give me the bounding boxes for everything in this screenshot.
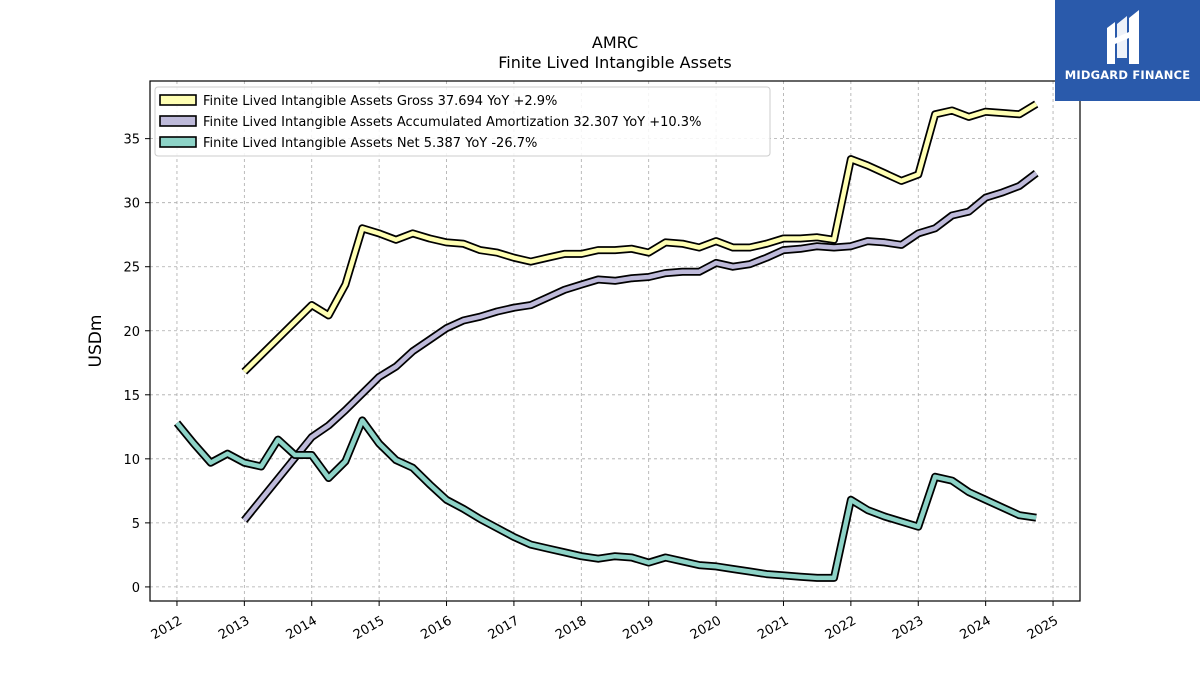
y-axis: 0 5 10 15 20 25 30 35 [123, 133, 150, 596]
series-layer [173, 100, 1039, 582]
x-tick-label: 2016 [418, 613, 454, 643]
x-tick-label: 2018 [553, 613, 589, 643]
x-tick-label: 2014 [284, 613, 320, 643]
x-tick-label: 2017 [486, 613, 522, 643]
logo-mark-icon [1107, 10, 1139, 64]
legend-label-1: Finite Lived Intangible Assets Accumulat… [203, 115, 701, 130]
legend-swatch-2 [159, 136, 197, 148]
series-1-line [242, 171, 1038, 522]
y-axis-label: USDm [86, 315, 106, 368]
logo-text: MIDGARD FINANCE [1064, 68, 1191, 82]
legend-label-0: Finite Lived Intangible Assets Gross 37.… [203, 94, 557, 109]
legend-box [154, 86, 771, 157]
y-tick-label: 35 [123, 133, 140, 148]
y-tick-label: 15 [123, 389, 140, 404]
x-tick-label: 2012 [149, 613, 185, 643]
x-tick-label: 2015 [351, 613, 387, 643]
legend-swatch-0 [159, 94, 197, 106]
x-tick-label: 2020 [688, 613, 724, 643]
chart-title: AMRC [592, 33, 638, 52]
legend-label-2: Finite Lived Intangible Assets Net 5.387… [203, 136, 537, 151]
x-axis: 2012 2013 2014 2015 2016 2017 2018 2019 2020 2021… [149, 601, 1061, 643]
y-tick-label: 20 [123, 325, 140, 340]
x-tick-label: 2013 [216, 613, 252, 643]
legend: Finite Lived Intangible Assets Gross 37.… [154, 86, 771, 157]
y-tick-label: 25 [123, 261, 140, 276]
grid [150, 81, 1080, 601]
y-tick-label: 5 [132, 517, 140, 532]
x-tick-label: 2025 [1025, 613, 1061, 643]
legend-swatch-1 [159, 115, 197, 127]
x-tick-label: 2021 [755, 613, 791, 643]
y-tick-label: 30 [123, 197, 140, 212]
x-tick-label: 2023 [890, 613, 926, 643]
x-tick-label: 2024 [957, 613, 993, 643]
y-tick-label: 10 [123, 453, 140, 468]
series-0-line [242, 102, 1038, 374]
plot-frame [149, 80, 1081, 602]
x-tick-label: 2022 [823, 613, 859, 643]
series-2-line [175, 418, 1037, 581]
chart-subtitle: Finite Lived Intangible Assets [498, 53, 731, 72]
midgard-finance-logo: MIDGARD FINANCE [1055, 0, 1200, 101]
x-tick-label: 2019 [621, 613, 657, 643]
y-tick-label: 0 [132, 581, 140, 596]
